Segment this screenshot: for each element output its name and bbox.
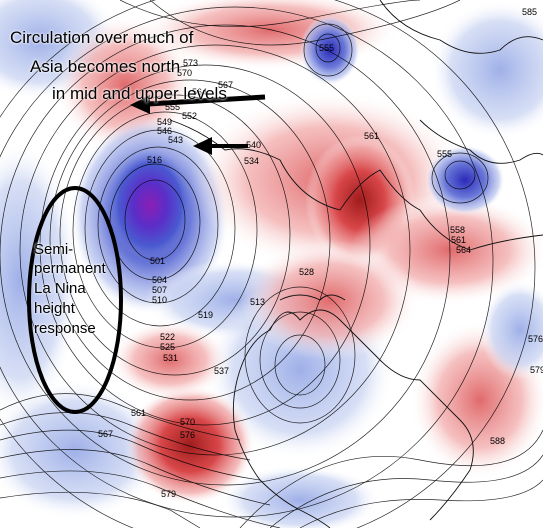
- contour-label: 519: [198, 310, 213, 320]
- left-arrow-icon: [193, 137, 248, 155]
- contour-label: 525: [160, 342, 175, 352]
- contour-label: 507: [152, 285, 167, 295]
- circulation-annotation-line-1: Circulation over much of: [10, 28, 194, 47]
- lanina-annotation-line-5: response: [34, 320, 96, 337]
- contour-label: 561: [131, 408, 146, 418]
- contour-label: 573: [183, 58, 198, 68]
- circulation-annotation-line-3: in mid and upper levels: [52, 84, 227, 103]
- lanina-annotation-line-4: height: [34, 300, 75, 317]
- contour-label: 504: [152, 275, 167, 285]
- contour-label: 570: [177, 68, 192, 78]
- contour-label: 522: [160, 332, 175, 342]
- contour-label: 513: [250, 297, 265, 307]
- contour-label: 570: [180, 417, 195, 427]
- contour-label: 576: [180, 430, 195, 440]
- contour-label: 555: [437, 149, 452, 159]
- contour-labels: 585 555 567 570 573 564 555 552 549 546 …: [98, 7, 543, 499]
- contour-label: 546: [157, 126, 172, 136]
- contour-label: 549: [157, 117, 172, 127]
- contour-label: 555: [165, 102, 180, 112]
- contour-label: 540: [246, 140, 261, 150]
- lanina-circle-outline: [27, 186, 123, 414]
- left-arrow-icon: [130, 94, 266, 114]
- contour-label: 510: [152, 295, 167, 305]
- contour-label: 585: [522, 7, 537, 17]
- lanina-annotation-line-1: Semi-: [34, 241, 74, 258]
- contour-label: 501: [150, 256, 165, 266]
- contour-label: 561: [451, 235, 466, 245]
- contour-label: 516: [147, 155, 162, 165]
- contour-label: 537: [214, 366, 229, 376]
- lanina-annotation-line-2: permanent: [34, 260, 106, 277]
- contour-label: 579: [530, 365, 543, 375]
- contour-label: 531: [163, 353, 178, 363]
- contour-label: 558: [450, 225, 465, 235]
- contour-label: 555: [319, 43, 334, 53]
- contour-label: 528: [299, 267, 314, 277]
- coastlines: [169, 0, 543, 528]
- contour-label: 579: [161, 489, 176, 499]
- contour-label: 552: [182, 111, 197, 121]
- contour-label: 534: [244, 156, 259, 166]
- contour-label: 567: [98, 429, 113, 439]
- contour-label: 564: [192, 87, 207, 97]
- circulation-annotation-line-2: Asia becomes north: [30, 57, 181, 76]
- contour-label: 588: [490, 436, 505, 446]
- contour-label: 543: [168, 135, 183, 145]
- contour-label: 567: [218, 80, 233, 90]
- contour-label: 561: [364, 131, 379, 141]
- contour-label: 564: [456, 245, 471, 255]
- lanina-annotation-line-3: La Nina: [34, 280, 86, 297]
- contour-label: 576: [528, 334, 543, 344]
